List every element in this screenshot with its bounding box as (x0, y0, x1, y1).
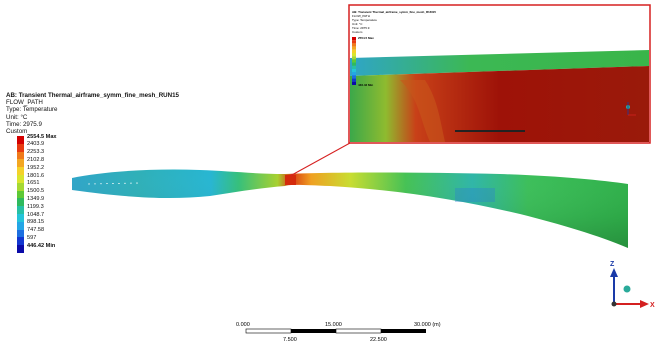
triad-z-arrow (610, 268, 618, 277)
zoom-pointer-line (289, 142, 351, 177)
result-object: FLOW_PATH (6, 99, 43, 107)
legend-label: 898.15 (27, 219, 45, 226)
result-time: Time: 2975.9 (6, 120, 42, 128)
legend-label: 1199.3 (27, 203, 44, 210)
throat-hotspot (285, 175, 296, 185)
legend-swatch (17, 198, 24, 207)
legend-swatch (17, 182, 24, 191)
legend-label: 1801.6 (27, 172, 45, 179)
inset-legend-swatch (352, 81, 356, 85)
legend-label: 1651 (27, 180, 40, 187)
legend-swatch (17, 167, 24, 175)
inset-line-5: Custom (352, 30, 363, 34)
legend-label: 2253.3 (27, 149, 45, 156)
scale-bar (245, 328, 426, 334)
airframe-shading (72, 169, 628, 248)
zoom-inset[interactable]: AB: Transient Thermal_airframe_symm_fine… (348, 4, 651, 144)
result-unit: Unit: °C (6, 113, 28, 121)
scale-seg-4 (381, 329, 426, 333)
legend-label: 2554.5 Max (27, 133, 57, 140)
legend-label: 1349.9 (27, 195, 45, 202)
inset-legend-swatch (352, 65, 356, 69)
scale-seg-3 (335, 328, 382, 334)
result-info: AB: Transient Thermal_airframe_symm_fine… (6, 92, 179, 135)
legend-label: 1952.2 (27, 164, 45, 171)
legend-label: 747.58 (27, 227, 45, 234)
triad-x-label: X (650, 302, 655, 309)
triad-origin (611, 301, 617, 307)
triad-x-arrow (640, 300, 649, 308)
mesh-detail (455, 188, 495, 202)
legend-label: 2102.8 (27, 156, 45, 163)
scale-label-22500: 22.500 (370, 337, 387, 343)
inset-legend-swatch (352, 46, 356, 50)
inset-legend (352, 37, 356, 85)
inset-legend-swatch (352, 37, 356, 41)
legend-swatch (17, 229, 24, 238)
legend-label: 597 (27, 234, 37, 241)
scale-label-0: 0.000 (236, 322, 250, 328)
inset-legend-swatch (352, 59, 356, 63)
legend-label: 446.42 Min (27, 242, 56, 249)
result-option: Custom (6, 128, 28, 136)
inset-line-4: Time: 2975.9 (352, 26, 370, 30)
inset-streak (400, 80, 445, 142)
legend-label: 2403.9 (27, 141, 45, 148)
result-type: Type: Temperature (6, 106, 58, 114)
legend-swatch (17, 190, 24, 199)
legend-label: 1048.7 (27, 211, 45, 218)
legend-swatch (17, 136, 24, 144)
legend-swatch (17, 221, 24, 230)
inset-legend-swatch (352, 62, 356, 66)
inset-line-3: Unit: °C (352, 22, 363, 26)
inset-legend-swatch (352, 75, 356, 79)
inset-legend-swatch (352, 69, 356, 73)
triad-ball (623, 285, 631, 293)
legend-label: 1500.5 (27, 188, 45, 195)
result-title: AB: Transient Thermal_airframe_symm_fine… (6, 92, 179, 99)
triad-z-label: Z (610, 261, 615, 268)
inset-legend-swatch (352, 56, 356, 60)
inset-line-1: FLOW_PATH (352, 14, 370, 18)
inset-scale-bar (455, 130, 525, 132)
scale-label-15: 15.000 (325, 322, 342, 328)
inset-legend-swatch (352, 78, 356, 82)
legend-swatch (17, 151, 24, 160)
inset-max-label: 2554.5 Max (358, 36, 374, 40)
inset-legend-swatch (352, 40, 356, 44)
inset-title: AB: Transient Thermal_airframe_symm_fine… (352, 10, 436, 14)
legend-swatch (17, 206, 24, 214)
legend-swatch (17, 237, 24, 246)
inset-line-2: Type: Temperature (352, 18, 377, 22)
scale-label-30: 30.000 (m) (414, 322, 441, 328)
inset-legend-swatch (352, 72, 356, 76)
scale-seg-2 (291, 329, 336, 333)
centerline (87, 182, 141, 185)
legend-swatch (17, 214, 24, 222)
inset-legend-swatch (352, 53, 356, 57)
legend-swatch (17, 245, 24, 253)
inset-min-label: 446.42 Min (358, 83, 373, 87)
scale-label-7500: 7.500 (283, 337, 297, 343)
legend-swatch (17, 159, 24, 168)
inset-legend-swatch (352, 49, 356, 53)
axis-triad[interactable] (610, 268, 649, 308)
scale-seg-1 (245, 328, 292, 334)
inset-legend-swatch (352, 43, 356, 47)
inset-top-band (350, 50, 649, 76)
legend-swatch (17, 143, 24, 152)
legend-swatch (17, 175, 24, 183)
